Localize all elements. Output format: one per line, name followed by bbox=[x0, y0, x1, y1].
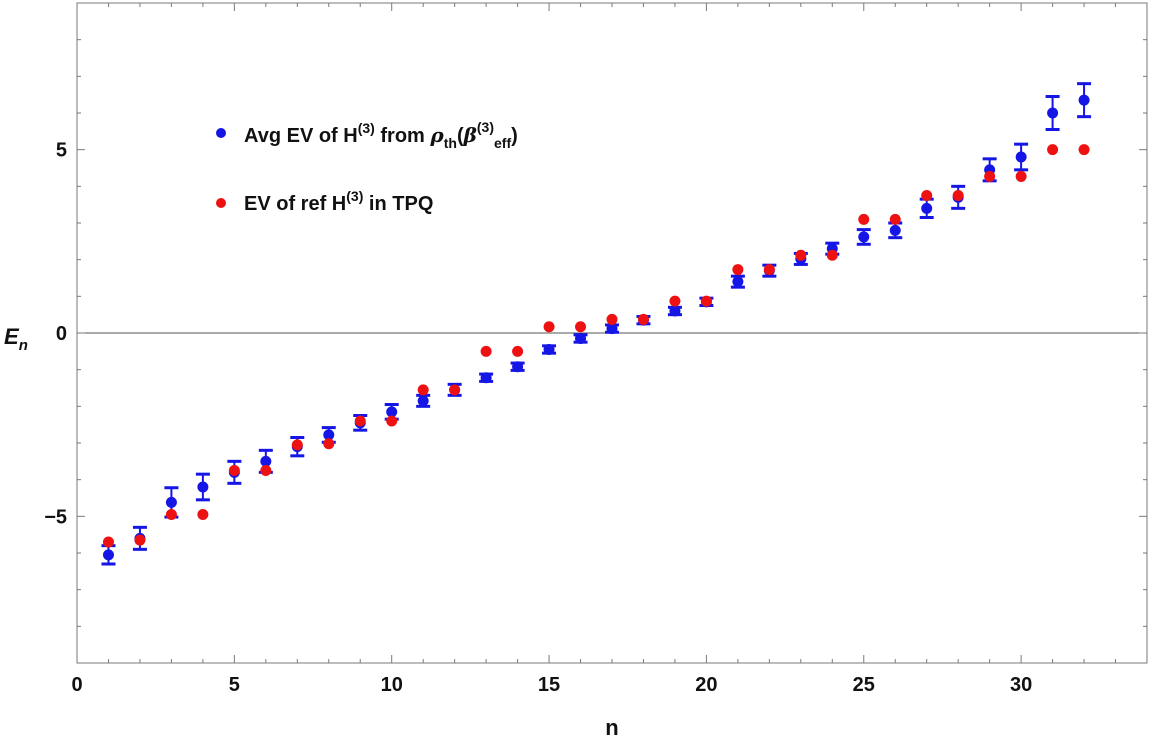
data-point-red bbox=[952, 190, 964, 201]
data-point-blue bbox=[921, 202, 933, 214]
y-axis-label-main: E bbox=[4, 324, 20, 349]
x-tick-label: 30 bbox=[1010, 674, 1032, 696]
legend-blue-sub2: eff bbox=[494, 135, 511, 151]
ticks-layer: 0 5 10 15 20 25 30 −5 0 5 bbox=[44, 2, 1148, 696]
x-tick-label: 15 bbox=[538, 674, 560, 696]
data-point-red bbox=[512, 345, 524, 357]
data-point-red bbox=[1015, 170, 1027, 182]
data-point-red bbox=[543, 321, 555, 333]
data-point-red bbox=[102, 536, 114, 548]
data-point-blue bbox=[575, 333, 587, 344]
data-point-blue bbox=[417, 395, 429, 407]
data-point-blue bbox=[197, 481, 209, 493]
data-point-blue bbox=[889, 224, 901, 236]
x-tick-label: 5 bbox=[229, 674, 240, 696]
x-tick-label: 20 bbox=[695, 674, 717, 696]
data-point-blue bbox=[323, 429, 335, 441]
legend-red-p2: in TPQ bbox=[363, 193, 433, 215]
legend-entry-red: EV of ref H(3) in TPQ bbox=[244, 188, 433, 215]
data-point-red bbox=[323, 438, 335, 450]
legend: Avg EV of H(3) from ρth(β(3)eff) EV of r… bbox=[216, 119, 518, 215]
legend-blue-p2: from bbox=[375, 125, 431, 147]
legend-blue-sup2: (3) bbox=[477, 119, 494, 135]
data-point-red bbox=[449, 384, 461, 396]
data-point-red bbox=[134, 534, 146, 546]
data-point-blue bbox=[480, 372, 492, 384]
data-point-blue bbox=[1015, 151, 1027, 163]
legend-marker-red bbox=[216, 198, 226, 208]
data-point-blue bbox=[606, 323, 618, 335]
data-point-blue bbox=[543, 344, 555, 355]
data-point-red bbox=[197, 509, 209, 520]
data-point-blue bbox=[1078, 94, 1090, 106]
legend-blue-p1: Avg EV of H bbox=[244, 125, 358, 147]
legend-blue-p4: ) bbox=[511, 125, 518, 147]
legend-blue-sub1: th bbox=[444, 135, 457, 151]
data-point-red bbox=[763, 264, 775, 276]
data-point-red bbox=[858, 213, 870, 225]
data-point-blue bbox=[669, 305, 681, 317]
marks-layer bbox=[101, 82, 1092, 566]
legend-blue-rho: ρ bbox=[429, 123, 444, 147]
data-point-red bbox=[165, 509, 177, 520]
legend-blue-beta: β bbox=[463, 123, 477, 147]
y-tick-label: −5 bbox=[44, 506, 67, 528]
data-point-blue bbox=[732, 276, 744, 288]
data-point-blue bbox=[512, 361, 524, 373]
data-point-red bbox=[228, 465, 240, 476]
data-point-red bbox=[606, 313, 618, 325]
data-point-red bbox=[417, 384, 429, 396]
data-point-red bbox=[637, 313, 649, 325]
legend-marker-blue bbox=[216, 128, 226, 138]
data-point-red bbox=[669, 295, 681, 307]
data-point-red bbox=[921, 190, 933, 201]
legend-red-sup1: (3) bbox=[346, 188, 363, 204]
y-tick-label: 0 bbox=[56, 323, 67, 345]
data-point-red bbox=[291, 439, 303, 451]
x-tick-label: 25 bbox=[853, 674, 875, 696]
data-point-blue bbox=[858, 231, 870, 243]
legend-entry-blue: Avg EV of H(3) from ρth(β(3)eff) bbox=[244, 119, 518, 151]
data-point-red bbox=[700, 295, 712, 307]
x-axis-label: n bbox=[605, 715, 618, 740]
data-point-red bbox=[984, 170, 996, 182]
data-point-red bbox=[795, 249, 807, 261]
y-axis-label: En bbox=[4, 324, 28, 354]
data-point-red bbox=[1047, 144, 1059, 156]
x-tick-label: 0 bbox=[71, 674, 82, 696]
data-point-blue bbox=[386, 406, 398, 418]
data-point-blue bbox=[102, 549, 114, 561]
data-point-red bbox=[480, 345, 492, 357]
y-tick-label: 5 bbox=[56, 140, 67, 162]
data-point-red bbox=[826, 249, 838, 261]
y-axis-label-sub: n bbox=[19, 337, 28, 354]
data-point-red bbox=[1078, 144, 1090, 156]
data-point-blue bbox=[260, 455, 272, 467]
data-point-red bbox=[386, 415, 398, 427]
data-point-red bbox=[732, 264, 744, 276]
data-point-red bbox=[260, 465, 272, 476]
data-point-red bbox=[889, 213, 901, 225]
legend-red-p1: EV of ref H bbox=[244, 193, 346, 215]
data-point-red bbox=[575, 321, 587, 333]
data-point-blue bbox=[165, 496, 177, 508]
data-point-red bbox=[354, 415, 366, 427]
x-tick-label: 10 bbox=[381, 674, 403, 696]
data-point-blue bbox=[1047, 107, 1059, 119]
legend-blue-p3: ( bbox=[457, 125, 464, 147]
legend-blue-sup1: (3) bbox=[358, 120, 375, 136]
